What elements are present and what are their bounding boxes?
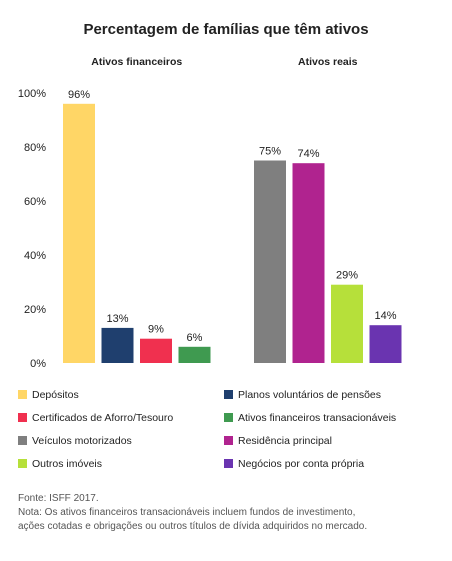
legend-item: Depósitos [18,386,224,403]
legend-label: Certificados de Aforro/Tesouro [32,411,174,424]
legend-swatch [18,390,27,399]
y-tick-label: 0% [30,358,46,370]
legend-swatch [224,413,233,422]
bar [63,103,95,364]
footer: Fonte: ISFF 2017. Nota: Os ativos financ… [18,492,443,534]
y-tick-label: 20% [24,304,46,316]
legend: Depósitos Planos voluntários de pensões Ce… [18,386,438,472]
y-tick-label: 100% [18,88,46,100]
bar [292,163,325,363]
legend-item: Ativos financeiros transacionáveis [224,409,438,426]
source-text: Fonte: ISFF 2017. [18,493,99,504]
chart-title: Percentagem de famílias que têm ativos [83,21,368,38]
legend-item: Residência principal [224,432,438,449]
chart: Percentagem de famílias que têm ativos 0… [18,21,402,370]
legend-swatch [18,459,27,468]
legend-label: Ativos financeiros transacionáveis [238,411,397,424]
bar-value-label: 6% [187,332,203,344]
legend-label: Depósitos [32,388,79,401]
bar-value-label: 96% [68,89,90,101]
legend-label: Outros imóveis [32,457,103,470]
y-tick-label: 60% [24,196,46,208]
bar-value-label: 9% [148,324,164,336]
group-label: Ativos reais [298,56,358,68]
legend-label: Veículos motorizados [32,434,132,447]
legend-item: Veículos motorizados [18,432,224,449]
bar [101,327,134,363]
bar [369,325,402,363]
legend-label: Residência principal [238,434,332,447]
bar-value-label: 75% [259,146,281,158]
bar [140,338,172,363]
legend-swatch [224,436,233,445]
y-tick-label: 40% [24,250,46,262]
legend-label: Planos voluntários de pensões [238,388,382,401]
bar [331,284,363,363]
bar-labels: 96% 13% 9% 6% 75% 74% 29% 14% [68,89,397,344]
bars [63,103,402,364]
note-line-1: Nota: Os ativos financeiros transacionáv… [18,507,356,518]
note-line-2: ações cotadas e obrigações ou outros tít… [18,521,368,532]
y-tick-label: 80% [24,142,46,154]
bar-value-label: 29% [336,270,358,282]
legend-item: Outros imóveis [18,455,224,472]
legend-swatch [224,390,233,399]
y-axis: 0% 20% 40% 60% 80% 100% [18,88,46,370]
legend-item: Negócios por conta própria [224,455,438,472]
legend-label: Negócios por conta própria [238,457,365,470]
legend-swatch [224,459,233,468]
legend-item: Certificados de Aforro/Tesouro [18,409,224,426]
bar [178,346,211,363]
bar [254,160,286,363]
bar-value-label: 74% [297,148,319,160]
group-labels: Ativos financeiros Ativos reais [91,56,357,68]
bar-value-label: 13% [106,313,128,325]
legend-swatch [18,413,27,422]
bar-value-label: 14% [374,310,396,322]
legend-item: Planos voluntários de pensões [224,386,438,403]
legend-swatch [18,436,27,445]
group-label: Ativos financeiros [91,56,182,68]
